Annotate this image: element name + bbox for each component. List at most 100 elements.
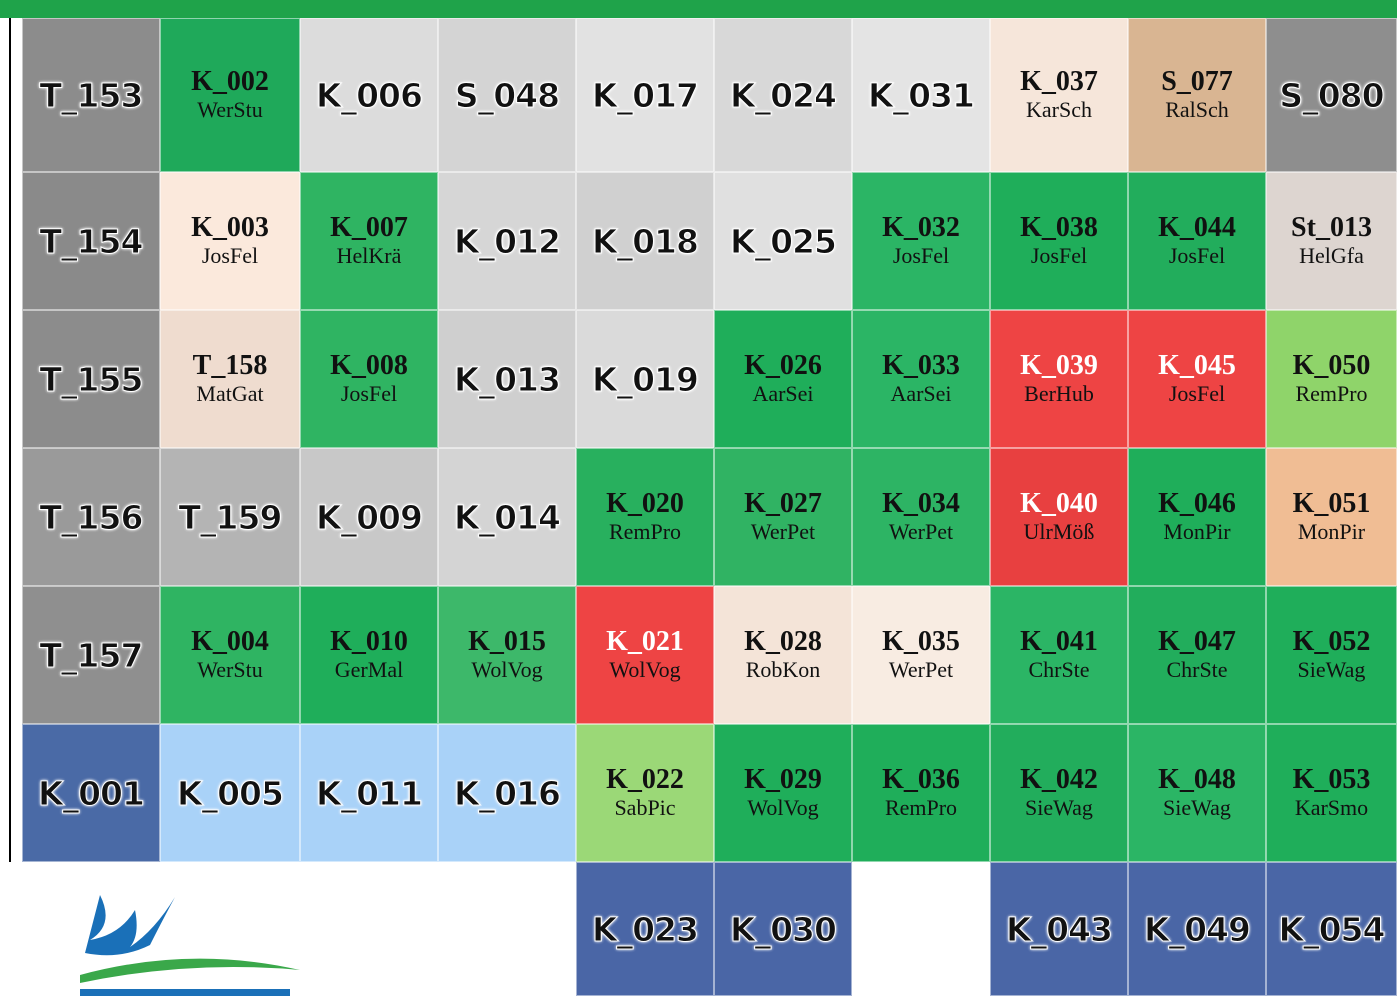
cell-code: K_053 [1292, 764, 1371, 795]
map-cell: K_006 [300, 18, 438, 172]
cell-code: K_021 [606, 626, 684, 657]
map-cell: K_004 WerStu [160, 586, 300, 724]
cell-code: K_024 [730, 75, 838, 115]
cell-name: RemPro [884, 795, 958, 820]
cell-name: UlrMöß [1023, 519, 1095, 544]
cell-name: AarSei [890, 381, 952, 406]
map-cell: K_034 WerPet [852, 448, 990, 586]
map-cell: K_042 SieWag [990, 724, 1128, 862]
map-cell: K_015 WolVog [438, 586, 576, 724]
cell-code: K_015 [468, 626, 546, 657]
cell-name: WolVog [471, 657, 543, 682]
map-cell: K_045 JosFel [1128, 310, 1266, 448]
cell-code: T_157 [39, 635, 144, 675]
map-cell: K_035 WerPet [852, 586, 990, 724]
map-cell: K_019 [576, 310, 714, 448]
map-cell: K_021 WolVog [576, 586, 714, 724]
map-cell: T_159 [160, 448, 300, 586]
cell-name: SieWag [1163, 795, 1231, 820]
cell-code: T_158 [192, 350, 268, 381]
map-cell: K_049 [1128, 862, 1266, 996]
cell-code: T_154 [39, 221, 144, 261]
map-cell: K_009 [300, 448, 438, 586]
cell-name: SabPic [614, 795, 676, 820]
cell-code: K_035 [882, 626, 960, 657]
map-cell: K_011 [300, 724, 438, 862]
cell-code: K_025 [730, 221, 838, 261]
cell-name: WerPet [888, 519, 954, 544]
cell-name: JosFel [340, 381, 398, 406]
cell-code: S_077 [1161, 66, 1233, 97]
map-cell: K_010 GerMal [300, 586, 438, 724]
cell-code: K_051 [1292, 488, 1371, 519]
cell-name: KarSch [1026, 97, 1092, 122]
cell-code: T_155 [39, 359, 144, 399]
cell-name: BerHub [1024, 381, 1094, 406]
cell-code: K_013 [454, 359, 562, 399]
cell-code: K_029 [744, 764, 822, 795]
cell-code: K_008 [330, 350, 408, 381]
map-cell: K_038 JosFel [990, 172, 1128, 310]
cell-name: WerStu [197, 657, 263, 682]
cell-code: K_039 [1020, 350, 1098, 381]
cell-code: K_017 [592, 75, 700, 115]
map-cell: K_027 WerPet [714, 448, 852, 586]
cell-name: WerPet [888, 657, 954, 682]
map-cell: K_003 JosFel [160, 172, 300, 310]
map-cell: T_156 [22, 448, 160, 586]
cell-code: K_048 [1158, 764, 1236, 795]
map-cell: K_017 [576, 18, 714, 172]
cell-code: K_052 [1292, 626, 1371, 657]
cell-code: K_033 [882, 350, 960, 381]
map-cell: K_053 KarSmo [1266, 724, 1397, 862]
cell-code: K_023 [592, 909, 700, 949]
cell-name: RalSch [1165, 97, 1229, 122]
cell-code: K_037 [1020, 66, 1098, 97]
cell-code: K_054 [1278, 909, 1386, 949]
cell-code: K_019 [592, 359, 700, 399]
cell-code: K_045 [1158, 350, 1236, 381]
map-cell: T_155 [22, 310, 160, 448]
cell-code: K_014 [454, 497, 562, 537]
map-cell: K_016 [438, 724, 576, 862]
cell-code: K_047 [1158, 626, 1236, 657]
map-cell: K_054 [1266, 862, 1397, 996]
map-cell: K_052 SieWag [1266, 586, 1397, 724]
top-bar [0, 0, 1397, 18]
map-cell: T_157 [22, 586, 160, 724]
map-cell: K_018 [576, 172, 714, 310]
map-cell: K_031 [852, 18, 990, 172]
map-cell: S_077 RalSch [1128, 18, 1266, 172]
cell-code: K_012 [454, 221, 562, 261]
map-cell: K_026 AarSei [714, 310, 852, 448]
map-cell: K_047 ChrSte [1128, 586, 1266, 724]
cell-code: K_016 [454, 773, 562, 813]
map-cell: T_158 MatGat [160, 310, 300, 448]
logo [80, 895, 300, 996]
map-cell: K_025 [714, 172, 852, 310]
map-cell: St_013 HelGfa [1266, 172, 1397, 310]
cell-code: K_046 [1158, 488, 1236, 519]
cell-code: K_042 [1020, 764, 1098, 795]
cell-name: SieWag [1297, 657, 1366, 682]
cell-name: WolVog [609, 657, 681, 682]
map-cell: K_023 [576, 862, 714, 996]
cell-code: K_034 [882, 488, 960, 519]
cell-code: K_020 [606, 488, 684, 519]
cell-code: K_049 [1144, 909, 1252, 949]
cell-name: JosFel [1168, 381, 1226, 406]
cell-code: K_005 [177, 773, 285, 813]
cell-code: K_030 [730, 909, 838, 949]
map-cell: K_005 [160, 724, 300, 862]
map-cell: K_050 RemPro [1266, 310, 1397, 448]
map-cell: K_001 [22, 724, 160, 862]
cell-code: K_004 [191, 626, 269, 657]
map-cell: K_013 [438, 310, 576, 448]
cell-code: K_036 [882, 764, 960, 795]
map-cell: K_041 ChrSte [990, 586, 1128, 724]
map-cell: K_007 HelKrä [300, 172, 438, 310]
cell-name: JosFel [1030, 243, 1088, 268]
cell-name: ChrSte [1166, 657, 1228, 682]
map-cell: K_040 UlrMöß [990, 448, 1128, 586]
